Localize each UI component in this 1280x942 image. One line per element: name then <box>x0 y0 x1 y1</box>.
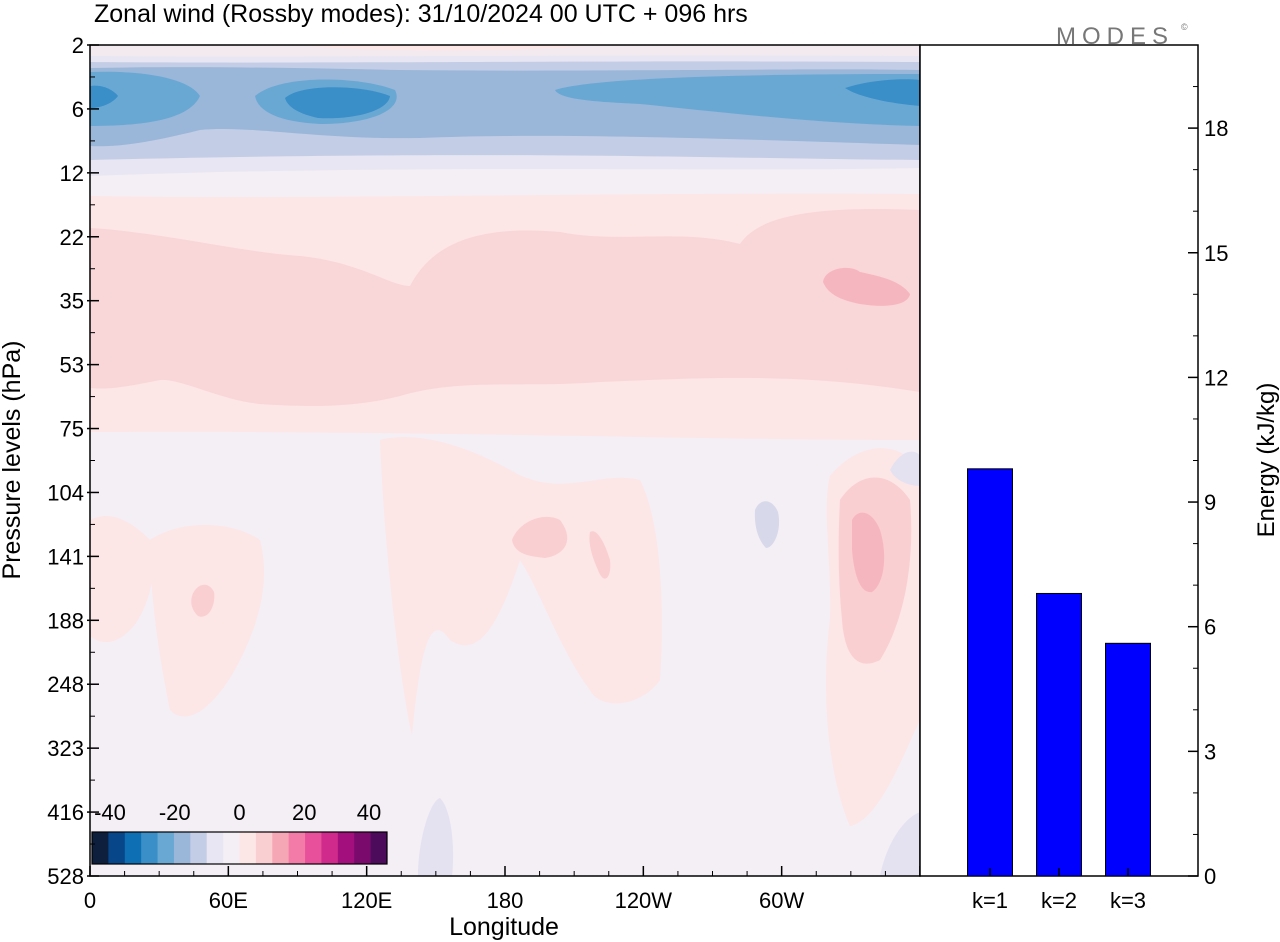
contour-map <box>90 45 920 876</box>
low-core-2 <box>191 584 215 617</box>
colorbar-swatch <box>305 832 322 864</box>
colorbar-swatch <box>206 832 224 864</box>
colorbar-swatch <box>255 832 273 864</box>
neg-blob-1 <box>754 501 780 548</box>
colorbar-frame <box>91 831 388 865</box>
bar-category-label: k=3 <box>1110 888 1146 913</box>
energy-tick-label: 12 <box>1204 365 1228 390</box>
bar-category-label: k=2 <box>1041 888 1077 913</box>
colorbar-swatch <box>337 832 355 864</box>
easterly-max-mid <box>285 87 390 119</box>
y-axis-label: Pressure levels (hPa) <box>0 341 26 580</box>
low-max-4 <box>852 512 885 593</box>
y-tick-label: 12 <box>60 161 84 186</box>
neg-blob-3 <box>880 812 920 876</box>
x-axis-label: Longitude <box>449 913 559 941</box>
energy-bar <box>1105 642 1151 877</box>
y-tick-label: 323 <box>47 736 84 761</box>
colorbar-label: 40 <box>357 800 381 825</box>
colorbar-swatch <box>92 832 109 864</box>
colorbar-swatch <box>108 832 126 864</box>
energy-tick-label: 0 <box>1204 864 1216 889</box>
colorbar-swatch <box>173 832 191 864</box>
colorbar-swatch <box>124 832 142 864</box>
colorbar-swatch <box>239 832 257 864</box>
colorbar-label: 0 <box>233 800 245 825</box>
low-core-3b <box>589 531 611 579</box>
energy-bar <box>1036 592 1082 877</box>
easterly-core-west <box>90 71 200 126</box>
map-background <box>90 45 920 876</box>
colorbar-swatch <box>288 832 306 864</box>
y-tick-label: 416 <box>47 800 84 825</box>
energy-axis: 0 3 6 9 12 15 18 <box>1188 44 1228 889</box>
y-tick-label: 528 <box>47 864 84 889</box>
neg-blob-4 <box>890 451 920 486</box>
colorbar-swatch <box>354 832 372 864</box>
y-tick-label: 75 <box>60 417 84 442</box>
colorbar-swatch <box>223 832 240 864</box>
y-tick-label: 248 <box>47 672 84 697</box>
x-tick-label: 180 <box>487 888 524 913</box>
colorbar-swatch <box>321 832 339 864</box>
y-tick-label: 35 <box>60 289 84 314</box>
x-tick-label: 60E <box>209 888 248 913</box>
brand-mark: © <box>1181 22 1188 32</box>
colorbar-label: -20 <box>159 800 191 825</box>
colorbar-swatch <box>157 832 175 864</box>
y-tick-label: 141 <box>47 544 84 569</box>
colorbar-swatch <box>272 832 290 864</box>
energy-tick-label: 3 <box>1204 739 1216 764</box>
westerly-layer-2 <box>90 209 920 406</box>
longitude-axis: 0 60E 120E 180 120W 60W <box>84 866 921 913</box>
colorbar-label: -40 <box>94 800 126 825</box>
x-tick-label: 120E <box>341 888 392 913</box>
pressure-axis: 2 6 12 22 35 53 75 104 141 188 248 323 416 528 <box>47 33 99 889</box>
colorbar: -40 -20 0 20 40 <box>91 800 388 865</box>
energy-bars: k=1 k=2 k=3 <box>967 468 1151 913</box>
energy-tick-label: 9 <box>1204 490 1216 515</box>
low-blob-3 <box>380 437 662 735</box>
westerly-max <box>823 267 910 306</box>
y-tick-label: 22 <box>60 225 84 250</box>
energy-tick-label: 6 <box>1204 615 1216 640</box>
energy-tick-label: 18 <box>1204 116 1228 141</box>
x-tick-label: 60W <box>759 888 804 913</box>
colorbar-swatch <box>141 832 159 864</box>
colorbar-swatch <box>370 832 388 864</box>
easterly-core-east <box>555 74 920 126</box>
easterly-max-west <box>90 85 118 108</box>
x-tick-label: 120W <box>615 888 673 913</box>
bar-category-label: k=1 <box>972 888 1008 913</box>
low-core-3a <box>512 516 568 558</box>
energy-tick-label: 15 <box>1204 241 1228 266</box>
top-positive-patch <box>300 45 600 51</box>
energy-axis-label: Energy (kJ/kg) <box>1253 383 1280 538</box>
chart-title: Zonal wind (Rossby modes): 31/10/2024 00… <box>94 0 748 28</box>
neg-blob-2 <box>418 798 454 876</box>
y-tick-label: 6 <box>72 97 84 122</box>
easterly-max-east <box>845 79 920 106</box>
low-blob-2 <box>150 525 264 717</box>
y-tick-label: 53 <box>60 353 84 378</box>
colorbar-label: 20 <box>292 800 316 825</box>
y-tick-label: 2 <box>72 33 84 58</box>
low-blob-1 <box>90 516 154 643</box>
x-tick-label: 0 <box>84 888 96 913</box>
colorbar-swatch <box>190 832 208 864</box>
y-tick-label: 188 <box>47 608 84 633</box>
energy-bar <box>967 468 1013 877</box>
y-tick-label: 104 <box>47 480 84 505</box>
